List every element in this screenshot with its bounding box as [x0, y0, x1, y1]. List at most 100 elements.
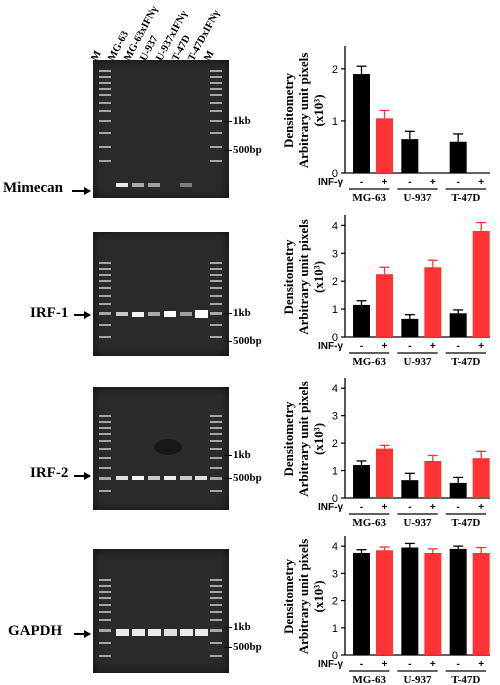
- bar: [353, 74, 370, 173]
- gel-smear: [154, 439, 182, 455]
- bar: [401, 318, 419, 337]
- treatment-label: INF-γ: [318, 502, 343, 513]
- group-label: MG-63: [352, 674, 386, 685]
- y-axis-label: DensitometryArbitrary unit pixels(x10³): [281, 539, 326, 655]
- gene-label-irf2: IRF-2: [30, 465, 69, 481]
- treatment-sign-label: -: [408, 502, 411, 513]
- bar: [401, 139, 419, 173]
- tick-1kb-irf2: [224, 455, 232, 456]
- gene-label-gapdh: GAPDH: [8, 623, 63, 639]
- marker-500bp-irf1: 500bp: [233, 335, 262, 347]
- chart-svg: DensitometryArbitrary unit pixels(x10³) 0…: [281, 536, 490, 685]
- ladder-right: [210, 262, 222, 338]
- y-axis-label-line: (x10³): [311, 94, 326, 126]
- group-label: MG-63: [352, 192, 386, 204]
- tick-1kb-mimecan: [224, 121, 232, 122]
- y-tick-label: 1: [332, 623, 338, 635]
- y-axis-label-line: Arbitrary unit pixels: [296, 219, 311, 335]
- ladder-left: [99, 262, 111, 338]
- treatment-sign-label: +: [382, 502, 388, 513]
- treatment-sign-label: +: [382, 659, 388, 670]
- y-tick-label: 1: [332, 466, 338, 478]
- y-axis-label: DensitometryArbitrary unit pixels(x10³): [281, 381, 326, 497]
- treatment-sign-label: +: [478, 502, 484, 513]
- group-label: T-47D: [451, 356, 480, 368]
- group-label: MG-63: [352, 517, 386, 529]
- tick-500bp-irf1: [224, 341, 232, 342]
- treatment-sign-label: -: [408, 341, 411, 352]
- treatment-sign-label: +: [382, 177, 388, 188]
- ladder-right: [210, 579, 222, 657]
- y-axis-label-line: Arbitrary unit pixels: [296, 53, 311, 169]
- y-tick-label: 0: [332, 332, 338, 344]
- tick-1kb-gapdh: [224, 627, 232, 628]
- sample-bands: [116, 476, 207, 480]
- bar: [449, 141, 467, 173]
- y-axis-label-line: (x10³): [311, 423, 326, 455]
- y-axis-label-line: Densitometry: [281, 239, 296, 315]
- y-tick-label: 4: [332, 220, 338, 232]
- group-label: T-47D: [451, 192, 480, 204]
- ladder-left: [99, 579, 111, 657]
- marker-500bp-mimecan: 500bp: [233, 144, 262, 156]
- marker-500bp-irf2: 500bp: [233, 472, 262, 484]
- y-axis-label-line: Densitometry: [281, 72, 296, 148]
- treatment-sign-label: -: [360, 502, 363, 513]
- marker-500bp-gapdh: 500bp: [233, 641, 262, 653]
- gel-image-gapdh: [93, 549, 229, 673]
- treatment-sign-label: +: [430, 177, 436, 188]
- y-axis-label-line: Densitometry: [281, 401, 296, 477]
- marker-1kb-irf2: 1kb: [233, 449, 251, 461]
- bar: [376, 274, 393, 337]
- y-axis-label-line: Densitometry: [281, 558, 296, 634]
- treatment-sign-label: -: [360, 659, 363, 670]
- bar: [424, 267, 442, 337]
- bar: [376, 550, 393, 655]
- bar: [472, 230, 490, 337]
- ladder-left: [99, 415, 111, 492]
- bar: [376, 118, 393, 173]
- gel-svg: [99, 415, 222, 492]
- treatment-sign-label: -: [408, 659, 411, 670]
- y-axis-label-line: Arbitrary unit pixels: [296, 539, 311, 655]
- bar: [472, 458, 490, 498]
- gel-svg: [99, 579, 222, 657]
- ladder-right: [210, 70, 222, 162]
- y-tick-label: 2: [332, 596, 338, 608]
- y-tick-label: 0: [332, 493, 338, 505]
- bar: [449, 482, 467, 498]
- arrow-gapdh: [74, 630, 91, 637]
- y-axis-label-line: (x10³): [311, 261, 326, 293]
- sample-bands: [116, 310, 208, 318]
- y-tick-label: 3: [332, 248, 338, 260]
- marker-1kb-gapdh: 1kb: [233, 621, 251, 633]
- bar: [449, 313, 467, 337]
- group-label: MG-63: [352, 356, 386, 368]
- treatment-sign-label: +: [430, 341, 436, 352]
- ladder-right: [210, 415, 222, 492]
- arrow-irf2: [74, 472, 91, 479]
- bar: [472, 552, 490, 655]
- y-tick-label: 2: [332, 438, 338, 450]
- marker-1kb-mimecan: 1kb: [233, 115, 251, 127]
- bar: [376, 448, 393, 498]
- gel-image-mimecan: [93, 60, 229, 198]
- bar-chart-mimecan: DensitometryArbitrary unit pixels(x10³) 0…: [270, 40, 498, 205]
- y-tick-label: 4: [332, 383, 338, 395]
- gel-image-irf1: [93, 232, 229, 356]
- group-label: U-937: [403, 674, 432, 685]
- treatment-sign-label: +: [382, 341, 388, 352]
- treatment-sign-label: -: [456, 341, 459, 352]
- chart-svg: DensitometryArbitrary unit pixels(x10³) 0…: [281, 46, 490, 204]
- tick-500bp-gapdh: [224, 647, 232, 648]
- bar-chart-irf2: DensitometryArbitrary unit pixels(x10³) 0…: [270, 370, 498, 529]
- gel-svg: [99, 262, 222, 338]
- y-tick-label: 3: [332, 411, 338, 423]
- gel-svg: [99, 70, 222, 187]
- group-label: U-937: [403, 356, 432, 368]
- group-label: T-47D: [451, 517, 480, 529]
- treatment-sign-label: -: [456, 177, 459, 188]
- group-label: U-937: [403, 517, 432, 529]
- y-tick-label: 2: [332, 64, 338, 76]
- bar-chart-irf1: DensitometryArbitrary unit pixels(x10³) 0…: [270, 207, 498, 369]
